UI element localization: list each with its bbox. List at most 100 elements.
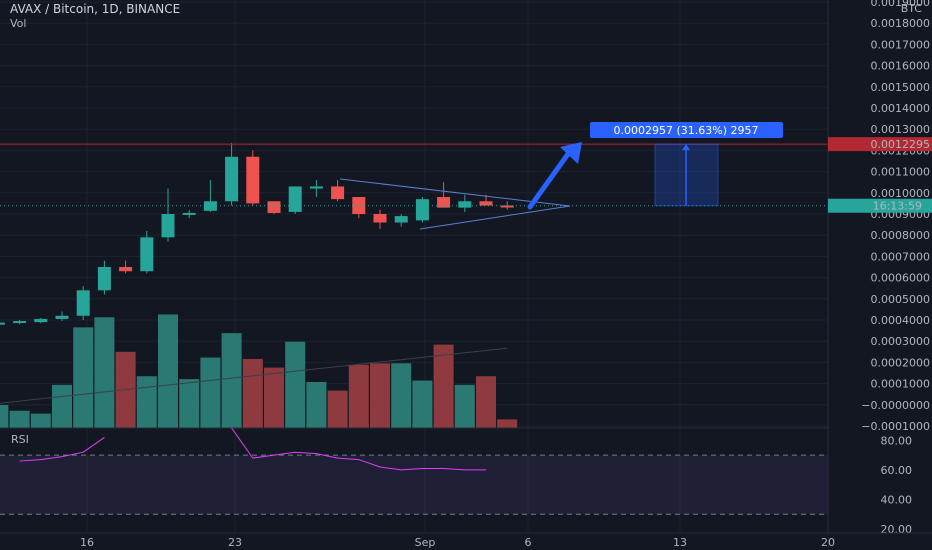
candle-body [76, 290, 90, 316]
volume-bar [327, 390, 348, 428]
candle-body [13, 321, 27, 324]
candle-body [288, 186, 302, 212]
volume-bar [221, 333, 242, 428]
resistance-label-bg [828, 137, 932, 152]
price-tick-label: 0.0008000 [871, 229, 931, 242]
volume-bar [73, 327, 94, 428]
rsi-tick-label: 20.00 [881, 523, 913, 536]
time-axis-bg [0, 533, 828, 550]
candle-body [34, 318, 48, 323]
volume-bars [0, 314, 518, 428]
chart-grid [0, 0, 829, 533]
rsi-line [231, 427, 486, 471]
price-tick-label: 0.0007000 [871, 250, 931, 263]
price-candles [0, 142, 514, 325]
candle-body [479, 201, 493, 206]
rsi-tick-label: 80.00 [881, 434, 913, 447]
time-tick-label: 16 [80, 536, 94, 549]
price-axis-bg [828, 0, 932, 550]
candle-body [500, 205, 514, 208]
price-tick-label: 0.0014000 [871, 102, 931, 115]
candle-body [97, 267, 111, 291]
volume-bar [264, 367, 284, 428]
candle-body [394, 216, 408, 223]
candle-body [119, 267, 133, 272]
measure-arrow-head [682, 144, 690, 151]
time-tick-label: Sep [415, 536, 436, 549]
volume-bar [179, 379, 200, 428]
candle-body [373, 214, 387, 223]
time-tick-label: 23 [228, 536, 242, 549]
measure-label: 0.0002957 (31.63%) 2957 [614, 124, 759, 137]
price-tick-label: 0.0003000 [871, 335, 931, 348]
volume-bar [348, 364, 369, 428]
volume-bar [0, 405, 9, 428]
price-tick-label: 0.0004000 [871, 314, 931, 327]
candle-body [458, 201, 472, 208]
rsi-band [0, 455, 828, 515]
candle-body [309, 186, 323, 189]
time-axis[interactable]: 16 23 Sep 6 13 20 [0, 532, 932, 550]
volume-label[interactable]: Vol [10, 17, 27, 30]
volume-bar [242, 359, 263, 428]
volume-bar [136, 376, 157, 428]
time-tick-label: 6 [525, 536, 532, 549]
candle-body [415, 199, 429, 221]
volume-bar [306, 382, 327, 428]
volume-bar [30, 413, 51, 428]
candle-body [331, 186, 345, 200]
candle-body [267, 201, 281, 213]
rsi-line [19, 437, 105, 462]
volume-bar [200, 357, 221, 428]
volume-bar [9, 410, 30, 428]
rsi-pane [0, 427, 932, 515]
volume-bar [497, 419, 518, 428]
candle-body [225, 156, 239, 202]
price-axis[interactable]: 0.0019000 0.0018000 0.0017000 0.0016000 0.00… [827, 0, 932, 550]
volume-bar [476, 376, 496, 428]
symbol-title[interactable]: AVAX / Bitcoin, 1D, BINANCE [10, 2, 181, 16]
price-tick-label: 0.0010000 [871, 187, 931, 200]
candle-body [352, 197, 366, 214]
candle-body [182, 212, 196, 215]
price-tick-label: 0.0011000 [871, 166, 931, 179]
price-tick-label: 0.0013000 [871, 123, 931, 136]
triangle-pattern [339, 178, 571, 230]
breakout-arrow-shaft [527, 151, 571, 210]
candle-body [161, 214, 175, 238]
price-tick-label: 0.0001000 [871, 378, 931, 391]
rsi-tick-label: 40.00 [881, 493, 913, 506]
time-tick-label: 13 [673, 536, 687, 549]
current-label-bg [828, 198, 932, 213]
volume-bar [94, 317, 115, 428]
volume-bar [412, 380, 433, 428]
price-tick-label: 0.0016000 [871, 60, 931, 73]
volume-bar [158, 314, 178, 428]
candle-body [0, 322, 5, 325]
volume-bar [370, 363, 390, 428]
price-tick-label: −0.0000000 [861, 399, 930, 412]
drawing-layer: 0.0002957 (31.63%) 2957 [0, 122, 828, 230]
candle-body [140, 237, 154, 272]
candle-body [203, 201, 217, 211]
measure-label-bg [590, 122, 783, 138]
current-price-label: 16:13:59 [873, 200, 922, 213]
currency-label: BTC [901, 2, 923, 15]
price-tick-label: 0.0018000 [871, 17, 931, 30]
volume-bar [285, 341, 306, 428]
rsi-tick-label: 60.00 [881, 464, 913, 477]
price-tick-label: 0.0019000 [871, 0, 931, 9]
symbol-legend[interactable]: AVAX / Bitcoin, 1D, BINANCE Vol [10, 2, 180, 30]
price-tick-label: 0.0002000 [871, 356, 931, 369]
volume-bar [391, 363, 412, 428]
candle-body [437, 197, 451, 208]
price-tick-label: 0.0006000 [871, 272, 931, 285]
volume-bar [52, 384, 72, 428]
price-tick-label: 0.0015000 [871, 81, 931, 94]
volume-bar [454, 384, 475, 428]
rsi-label[interactable]: RSI [11, 433, 29, 446]
price-tick-label: 0.0017000 [871, 38, 931, 51]
volume-bar [433, 344, 454, 428]
time-tick-label: 20 [821, 536, 835, 549]
